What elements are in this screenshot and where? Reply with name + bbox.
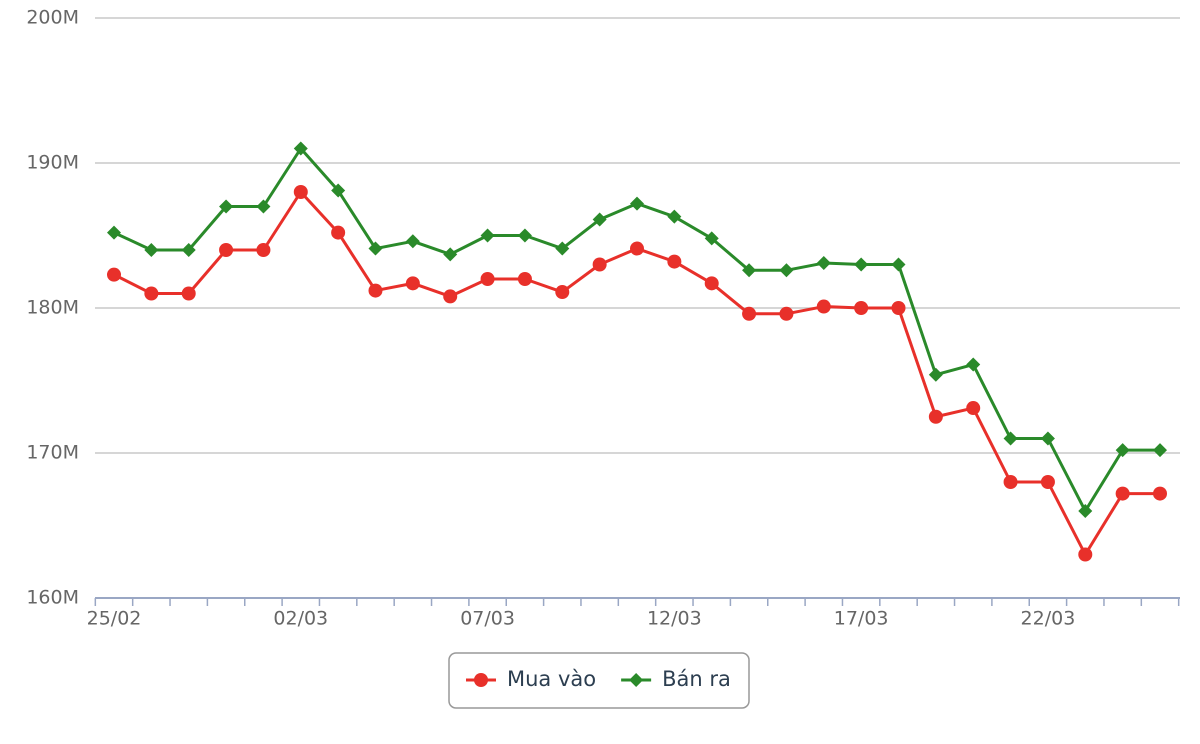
data-point <box>816 256 831 271</box>
data-point <box>474 673 488 687</box>
x-tick-label: 17/03 <box>834 608 889 630</box>
data-point <box>854 301 869 315</box>
data-point <box>555 241 570 256</box>
data-point <box>293 141 308 156</box>
data-point <box>928 367 943 382</box>
data-point <box>816 299 831 314</box>
data-point <box>107 267 121 282</box>
x-tick-label: 25/02 <box>87 608 142 630</box>
data-point <box>779 306 794 321</box>
data-point <box>368 241 383 256</box>
data-point <box>704 231 719 246</box>
data-point <box>1078 547 1093 562</box>
data-point <box>480 272 495 286</box>
data-point <box>1153 486 1167 501</box>
y-tick-label: 180M <box>26 297 79 319</box>
data-point <box>891 257 906 272</box>
data-point <box>742 263 757 278</box>
data-point <box>480 228 495 243</box>
data-point <box>219 199 234 214</box>
data-point <box>368 283 383 298</box>
y-tick-label: 190M <box>26 152 79 174</box>
data-point <box>630 241 644 256</box>
x-tick-label: 07/03 <box>460 608 515 630</box>
data-point <box>1040 431 1055 446</box>
data-point <box>405 276 420 291</box>
data-point <box>928 409 943 424</box>
data-point <box>1003 475 1018 489</box>
data-point <box>592 212 607 227</box>
data-point <box>443 289 458 304</box>
data-point <box>629 673 644 687</box>
data-point <box>517 272 532 286</box>
x-tick-label: 12/03 <box>647 608 702 630</box>
y-tick-label: 160M <box>26 587 79 609</box>
data-point <box>1115 443 1130 458</box>
data-point <box>966 401 981 416</box>
x-tick-label: 22/03 <box>1021 608 1076 630</box>
legend-label: Mua vào <box>507 667 596 691</box>
data-point <box>966 357 981 372</box>
data-point <box>779 263 794 278</box>
data-point <box>630 196 644 211</box>
data-point <box>219 243 234 257</box>
data-point <box>555 285 570 300</box>
data-point <box>107 225 121 240</box>
legend-box <box>448 652 750 709</box>
data-point <box>1040 475 1055 489</box>
legend-label: Bán ra <box>662 667 731 691</box>
data-point <box>704 276 719 291</box>
y-tick-label: 200M <box>26 7 79 29</box>
data-point <box>256 243 271 257</box>
data-point <box>1153 443 1167 458</box>
data-point <box>592 257 607 272</box>
data-point <box>1115 486 1130 501</box>
data-point <box>1003 431 1018 446</box>
data-point <box>144 286 159 301</box>
data-point <box>331 183 346 198</box>
data-point <box>405 234 420 249</box>
data-point <box>181 286 196 301</box>
data-point <box>1078 504 1093 518</box>
data-point <box>256 199 271 214</box>
data-point <box>517 228 532 243</box>
data-point <box>667 254 682 269</box>
x-tick-label: 02/03 <box>273 608 328 630</box>
data-point <box>854 257 869 272</box>
data-point <box>891 301 906 315</box>
data-point <box>667 209 682 224</box>
data-point <box>181 243 196 257</box>
y-tick-label: 170M <box>26 442 79 464</box>
data-point <box>742 306 757 321</box>
data-point <box>331 225 346 240</box>
data-point <box>443 247 458 262</box>
data-point <box>144 243 159 257</box>
legend: Mua vào Bán ra <box>448 652 750 709</box>
data-point <box>293 185 308 199</box>
